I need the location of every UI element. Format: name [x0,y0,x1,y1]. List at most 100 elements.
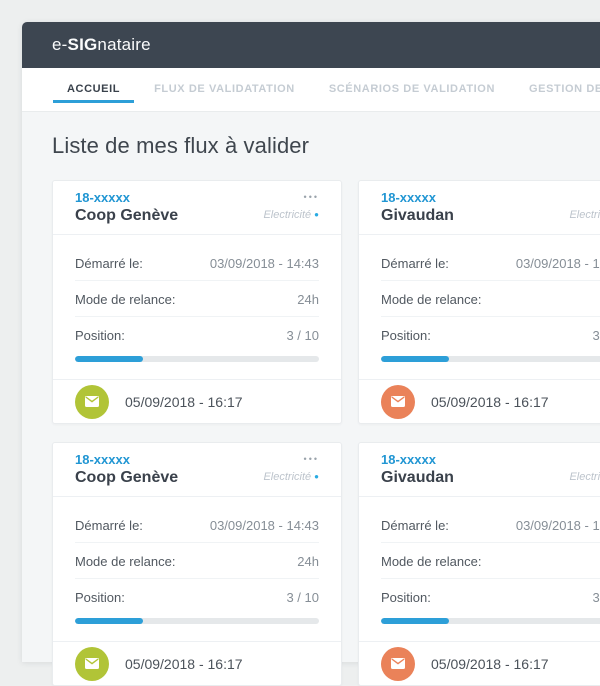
card-header-right: ••• Electricité● [263,191,319,225]
brand-prefix: e- [52,35,68,54]
started-label: Démarré le: [381,256,449,271]
tab-gestion-des-utilisateurs[interactable]: GESTION DES UTILISATEURS [529,83,600,95]
category-text: Electricité [569,471,600,483]
started-value: 03/09/2018 - 14:43 [515,518,600,533]
started-row: Démarré le: 03/09/2018 - 14:43 [75,245,319,281]
category-label: Electricité● [263,209,319,221]
reminder-value: 24h [297,292,319,307]
card-footer: 05/09/2018 - 16:17 [359,641,600,685]
reminder-row: Mode de relance: 24h [381,281,600,317]
card-header-right: ••• Electricité● [263,453,319,487]
card-menu-icon[interactable]: ••• [569,453,600,465]
flux-name: Givaudan [381,469,454,486]
envelope-icon[interactable] [381,646,415,681]
flux-card: 18-xxxxx Coop Genève ••• Electricité ● Dé… [52,442,342,686]
position-row: Position: 3 / 10 [381,317,600,352]
category-label: Electricité● [263,471,319,483]
card-header: 18-xxxxx Givaudan ••• Electricité● [359,181,600,235]
tab-scenarios-de-validation[interactable]: SCÉNARIOS DE VALIDATION [328,83,496,95]
envelope-icon[interactable] [75,384,109,419]
envelope-icon[interactable] [381,384,415,419]
position-progressbar [381,618,600,624]
card-body: Démarré le: 03/09/2018 - 14:43 Mode de r… [53,497,341,624]
position-label: Position: [381,590,431,605]
category-text: Electricité [263,471,312,483]
position-progressbar [75,356,319,362]
position-row: Position: 3 / 10 [381,579,600,614]
position-value: 3 / 10 [592,328,600,343]
flux-name: Coop Genève [75,207,179,224]
card-menu-icon[interactable]: ••• [303,192,319,202]
started-value: 03/09/2018 - 14:43 [515,256,600,271]
app-window: e-SIGnataire ACCUEIL FLUX DE VALIDATATIO… [22,22,600,686]
envelope-icon[interactable] [75,646,109,681]
progressbar-fill [75,618,144,624]
flux-id-link[interactable]: 18-xxxxx [75,452,130,467]
card-title-block: 18-xxxxx Givaudan [381,453,454,487]
card-menu-icon[interactable]: ••• [303,454,319,464]
progressbar-fill [381,618,450,624]
position-value: 3 / 10 [592,590,600,605]
footer-date: 05/09/2018 - 16:17 [125,393,243,410]
flux-card: 18-xxxxx Givaudan ••• Electricité● Démar… [358,180,600,424]
category-dot-icon: ● [314,472,319,481]
started-label: Démarré le: [75,518,143,533]
card-header: 18-xxxxx Coop Genève ••• Electricité ● [53,181,341,235]
reminder-value: 24h [297,554,319,569]
reminder-label: Mode de relance: [75,292,176,307]
main-tabbar: ACCUEIL FLUX DE VALIDATATION SCÉNARIOS D… [22,68,600,112]
category-label: Electricité● [569,471,600,483]
position-label: Position: [75,590,125,605]
brand-suffix: nataire [97,35,151,54]
footer-date: 05/09/2018 - 16:17 [431,393,549,410]
card-footer: 05/09/2018 - 16:17 [53,641,341,685]
started-label: Démarré le: [381,518,449,533]
card-header: 18-xxxxx Coop Genève ••• Electricité ● [53,443,341,497]
tab-accueil[interactable]: ACCUEIL [53,68,135,103]
position-value: 3 / 10 [286,328,319,343]
card-header-right: ••• Electricité● [569,453,600,487]
started-row: Démarré le: 03/09/2018 - 14:43 [381,245,600,281]
reminder-label: Mode de relance: [75,554,176,569]
top-navbar: e-SIGnataire [22,22,600,68]
card-body: Démarré le: 03/09/2018 - 14:43 Mode de r… [359,497,600,624]
reminder-row: Mode de relance: 24h [75,543,319,579]
started-row: Démarré le: 03/09/2018 - 14:43 [75,507,319,543]
category-label: Electricité● [569,209,600,221]
started-value: 03/09/2018 - 14:43 [209,256,319,271]
category-text: Electricité [569,209,600,221]
brand-bold: SIG [67,35,98,54]
reminder-row: Mode de relance: 24h [75,281,319,317]
card-menu-icon[interactable]: ••• [569,191,600,203]
category-text: Electricité [263,209,312,221]
position-progressbar [381,356,600,362]
card-body: Démarré le: 03/09/2018 - 14:43 Mode de r… [53,235,341,362]
category-dot-icon: ● [314,210,319,219]
card-footer: 05/09/2018 - 16:17 [359,379,600,423]
position-row: Position: 3 / 10 [75,579,319,614]
flux-id-link[interactable]: 18-xxxxx [381,190,436,205]
flux-id-link[interactable]: 18-xxxxx [75,190,130,205]
card-title-block: 18-xxxxx Givaudan [381,191,454,225]
position-label: Position: [75,328,125,343]
flux-name: Coop Genève [75,469,179,486]
footer-date: 05/09/2018 - 16:17 [431,655,549,672]
reminder-label: Mode de relance: [381,554,482,569]
position-label: Position: [381,328,431,343]
flux-card: 18-xxxxx Coop Genève ••• Electricité ● Dé… [52,180,342,424]
card-title-block: 18-xxxxx Coop Genève [75,453,178,487]
footer-date: 05/09/2018 - 16:17 [125,655,243,672]
card-header-right: ••• Electricité● [569,191,600,225]
card-header: 18-xxxxx Givaudan ••• Electricité● [359,443,600,497]
progressbar-fill [381,356,450,362]
flux-id-link[interactable]: 18-xxxxx [381,452,436,467]
position-progressbar [75,618,319,624]
tab-flux-de-validation[interactable]: FLUX DE VALIDATATION [154,83,295,95]
app-logo[interactable]: e-SIGnataire [52,35,151,55]
flux-name: Givaudan [381,207,454,224]
started-label: Démarré le: [75,256,143,271]
progressbar-fill [75,356,144,362]
reminder-label: Mode de relance: [381,292,482,307]
flux-card-grid: 18-xxxxx Coop Genève ••• Electricité ● Dé… [52,180,600,686]
page-title: Liste de mes flux à valider [52,133,310,158]
